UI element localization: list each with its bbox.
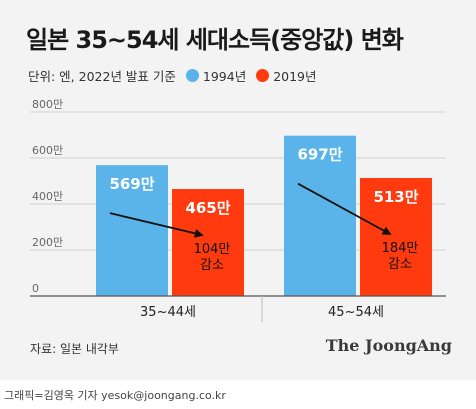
bar — [96, 165, 168, 296]
bar — [172, 189, 244, 296]
decrease-label: 감소 — [200, 258, 224, 273]
legend: 단위: 엔, 2022년 발표 기준 1994년 2019년 — [28, 66, 317, 85]
y-tick-label: 200만 — [32, 236, 63, 249]
chart-title: 일본 35~54세 세대소득(중앙값) 변화 — [26, 26, 404, 54]
chart-card: 일본 35~54세 세대소득(중앙값) 변화 단위: 엔, 2022년 발표 기… — [0, 0, 476, 380]
legend-label-1994: 1994년 — [202, 69, 247, 84]
decrease-arrow — [297, 182, 392, 235]
y-tick-label: 600만 — [32, 144, 63, 157]
decrease-amount: 184만 — [382, 241, 419, 256]
graphic-credit: 그래픽=김영옥 기자 yesok@joongang.co.kr — [4, 389, 226, 402]
decrease-label: 감소 — [388, 257, 412, 272]
legend-swatch-2019 — [256, 69, 270, 82]
bar-chart: 0 200만 400만 600만 800만 569만 465만 697만 513만 35~44세 4… — [30, 98, 446, 322]
source-note: 자료: 일본 내각부 — [30, 342, 119, 356]
decrease-arrow — [109, 212, 204, 238]
y-tick-label: 400만 — [32, 190, 63, 203]
data-label: 697만 — [297, 146, 342, 164]
brand-logo: The JoongAng — [325, 336, 452, 355]
x-tick-label: 45~54세 — [328, 305, 384, 320]
data-label: 569만 — [109, 175, 154, 193]
data-label: 513만 — [373, 188, 418, 206]
decrease-amount: 104만 — [194, 242, 231, 257]
legend-label-2019: 2019년 — [273, 69, 317, 84]
y-tick-label: 0 — [32, 282, 39, 295]
x-tick-label: 35~44세 — [140, 305, 196, 320]
unit-note: 단위: 엔, 2022년 발표 기준 — [28, 69, 176, 84]
bar — [360, 178, 432, 296]
legend-swatch-1994 — [185, 69, 199, 82]
y-tick-label: 800만 — [32, 98, 63, 111]
data-label: 465만 — [185, 199, 230, 217]
bar — [284, 135, 356, 296]
